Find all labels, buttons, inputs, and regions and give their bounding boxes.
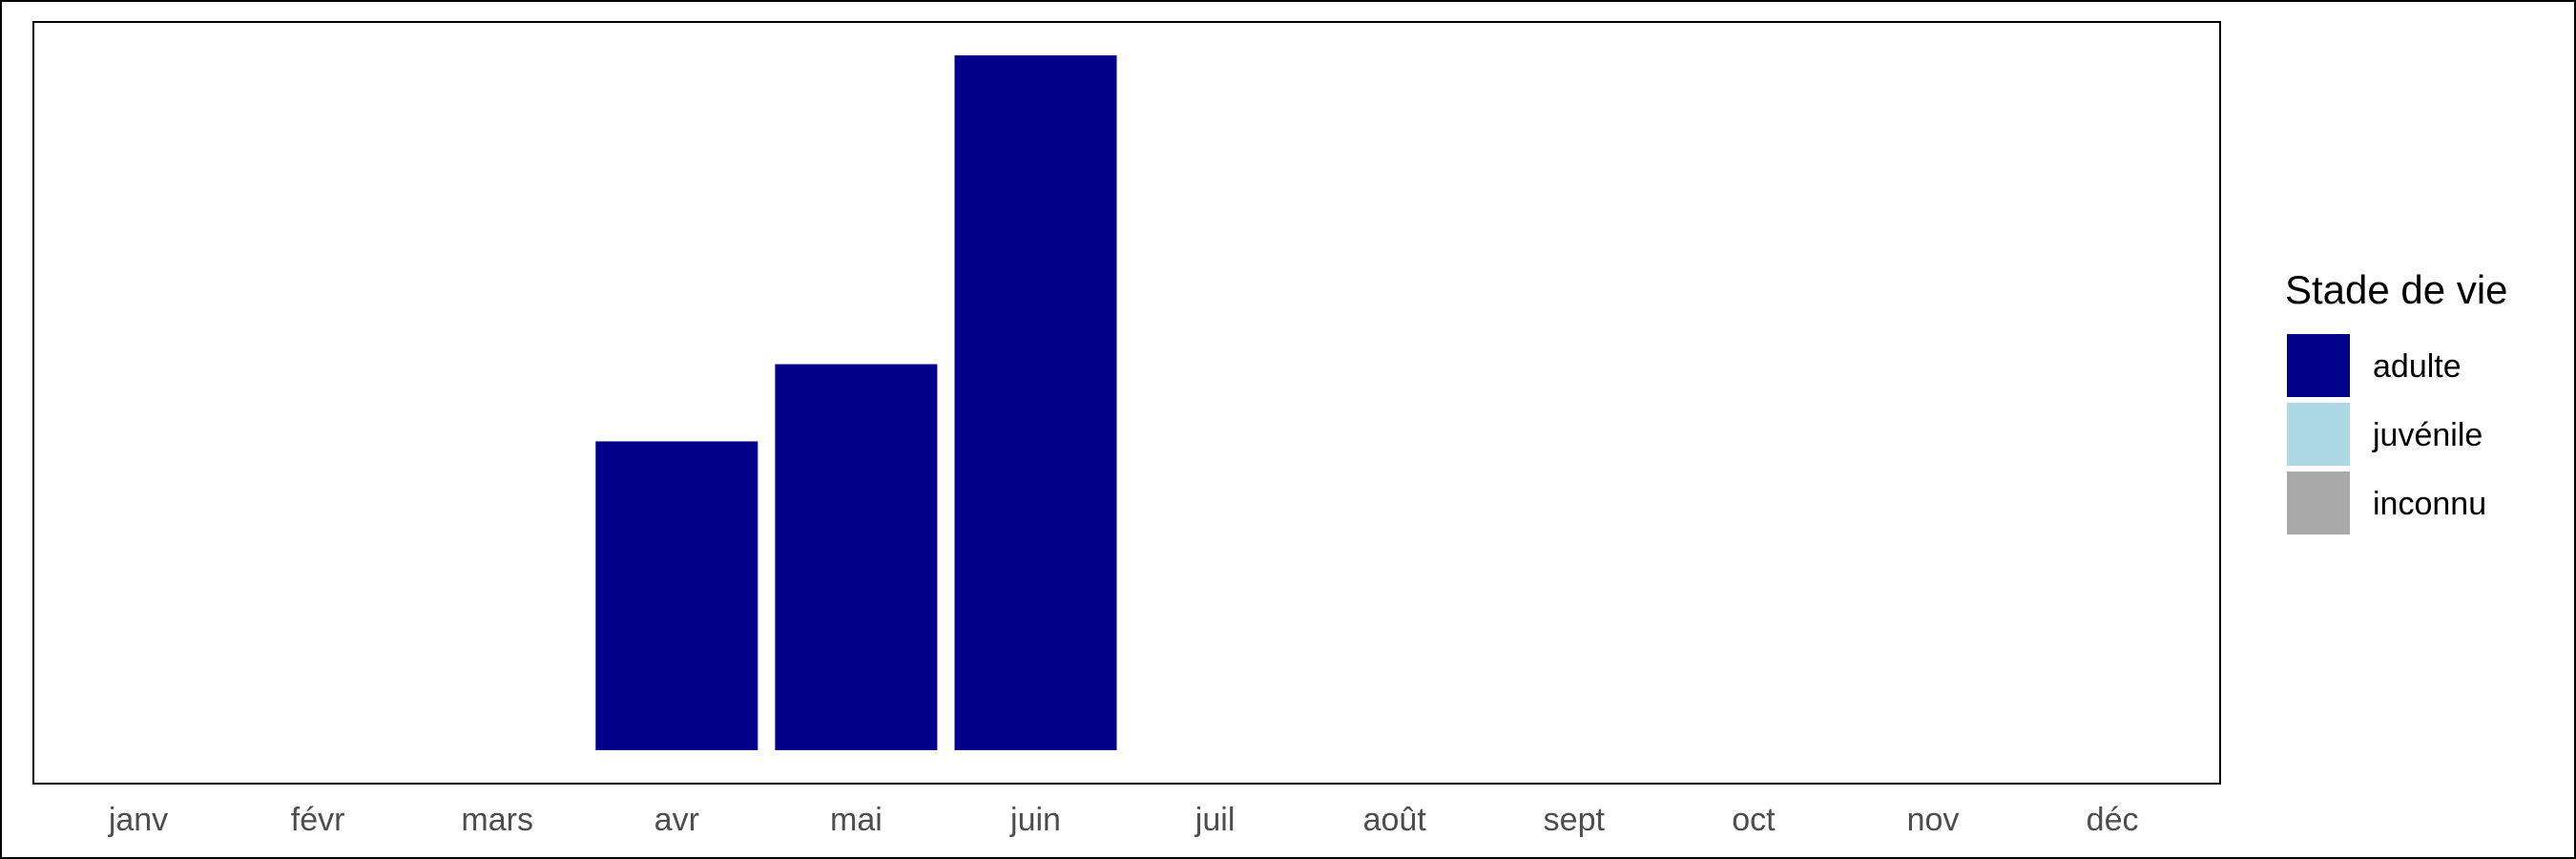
x-tick-label: sept — [1544, 802, 1606, 838]
legend-swatch-adulte — [2287, 334, 2350, 397]
legend-label-inconnu: inconnu — [2373, 486, 2486, 522]
x-tick-label: avr — [654, 802, 699, 838]
legend: Stade de vie adulte juvénile inconnu — [2285, 267, 2508, 534]
bar-adulte-avr — [595, 441, 758, 750]
plot-panel — [32, 21, 2221, 785]
x-axis-tick-labels: janv févr mars avr mai juin juil août sept oct nov… — [108, 802, 2139, 838]
legend-label-juvénile: juvénile — [2372, 417, 2483, 453]
x-tick-label: janv — [108, 802, 168, 838]
x-tick-label: août — [1363, 802, 1427, 838]
legend-swatch-inconnu — [2287, 471, 2350, 534]
x-tick-label: mai — [830, 802, 883, 838]
bar-adulte-juin — [954, 55, 1117, 750]
legend-label-adulte: adulte — [2373, 348, 2462, 385]
x-tick-label: juil — [1195, 802, 1236, 838]
x-tick-label: juin — [1009, 802, 1061, 838]
x-tick-label: mars — [461, 802, 533, 838]
bars-layer — [595, 55, 1117, 750]
x-tick-label: déc — [2087, 802, 2139, 838]
legend-title: Stade de vie — [2285, 267, 2508, 312]
legend-swatch-juvénile — [2287, 403, 2350, 466]
x-tick-label: nov — [1907, 802, 1960, 838]
bar-adulte-mai — [775, 364, 938, 750]
x-tick-label: févr — [291, 802, 345, 838]
x-tick-label: oct — [1732, 802, 1776, 838]
legend-entries: adulte juvénile inconnu — [2287, 334, 2486, 534]
